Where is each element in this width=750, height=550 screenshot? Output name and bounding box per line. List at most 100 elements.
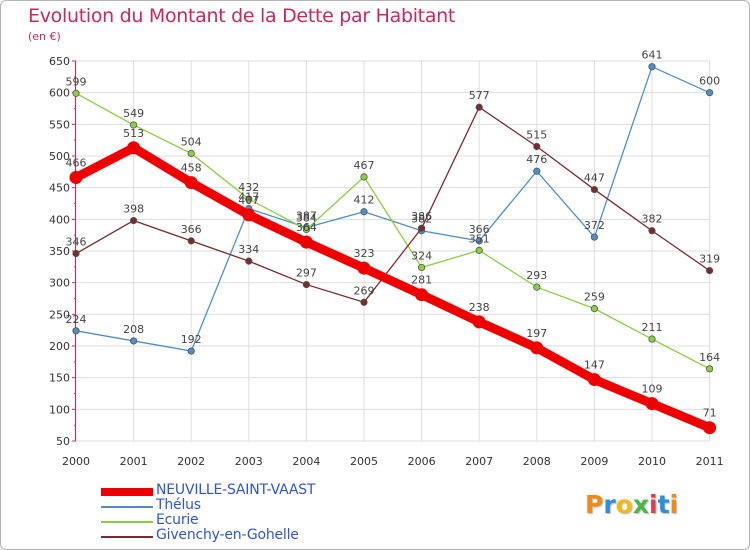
data-point-neuville-saint-vaast — [587, 373, 601, 387]
y-tick-label: 500 — [49, 150, 70, 163]
data-point-neuville-saint-vaast — [184, 176, 198, 190]
data-point-ecurie — [417, 263, 426, 272]
data-label-ecurie: 164 — [699, 351, 720, 364]
data-point-ecurie — [648, 335, 656, 343]
logo-letter: i — [669, 490, 679, 519]
legend-label: Thélus — [156, 497, 201, 513]
series-line-th-lus — [75, 65, 710, 352]
data-label-ecurie: 599 — [66, 75, 87, 88]
data-point-ecurie — [533, 283, 541, 291]
legend-label: Ecurie — [156, 512, 199, 528]
logo-letter: t — [657, 490, 670, 519]
data-point-ecurie — [360, 173, 368, 181]
data-point-neuville-saint-vaast — [127, 141, 141, 155]
data-label-givenchy-en-gohelle: 447 — [584, 172, 605, 185]
data-point-ecurie — [187, 149, 195, 158]
data-point-th-lus — [187, 347, 195, 355]
data-label-ecurie: 351 — [469, 232, 490, 245]
data-label-neuville-saint-vaast: 71 — [703, 407, 717, 420]
y-tick-label: 200 — [49, 340, 70, 353]
data-label-givenchy-en-gohelle: 269 — [354, 284, 375, 297]
x-tick-label: 2008 — [523, 455, 551, 468]
logo-letter: x — [632, 490, 649, 519]
data-label-th-lus: 641 — [642, 49, 663, 62]
logo-letter: r — [603, 490, 616, 519]
chart-unit: (en €) — [28, 30, 61, 43]
data-label-givenchy-en-gohelle: 386 — [411, 210, 432, 223]
data-label-th-lus: 387 — [296, 210, 317, 223]
data-label-givenchy-en-gohelle: 334 — [238, 243, 259, 256]
proxiti-logo: Proxiti — [585, 490, 678, 519]
data-label-givenchy-en-gohelle: 346 — [66, 236, 87, 249]
data-point-neuville-saint-vaast — [530, 341, 544, 355]
x-tick-label: 2002 — [177, 455, 205, 468]
data-point-givenchy-en-gohelle — [360, 298, 368, 306]
data-label-neuville-saint-vaast: 323 — [354, 247, 375, 260]
y-tick-label: 300 — [49, 277, 70, 290]
data-point-th-lus — [533, 167, 541, 175]
data-point-neuville-saint-vaast — [69, 171, 83, 185]
legend-label: NEUVILLE-SAINT-VAAST — [156, 482, 316, 498]
data-point-neuville-saint-vaast — [703, 421, 717, 435]
legend-swatch — [101, 535, 153, 538]
logo-letter: o — [615, 490, 633, 519]
data-label-neuville-saint-vaast: 281 — [411, 274, 432, 287]
data-point-givenchy-en-gohelle — [648, 227, 656, 235]
x-tick-label: 2004 — [292, 455, 320, 468]
data-point-givenchy-en-gohelle — [130, 217, 138, 225]
y-tick-label: 150 — [49, 372, 70, 385]
y-tick-label: 550 — [49, 118, 70, 131]
y-tick-label: 350 — [49, 245, 70, 258]
y-tick-label: 50 — [56, 435, 70, 448]
data-point-givenchy-en-gohelle — [302, 280, 310, 289]
data-label-ecurie: 504 — [181, 135, 202, 148]
data-label-givenchy-en-gohelle: 382 — [642, 213, 663, 226]
data-label-givenchy-en-gohelle: 577 — [469, 89, 490, 102]
data-point-th-lus — [590, 233, 599, 241]
data-label-neuville-saint-vaast: 513 — [123, 127, 144, 140]
data-label-givenchy-en-gohelle: 515 — [526, 129, 547, 142]
series-line-ecurie — [75, 92, 710, 370]
x-tick-label: 2005 — [350, 455, 378, 468]
data-point-ecurie — [475, 246, 483, 254]
data-point-ecurie — [590, 305, 599, 313]
data-label-ecurie: 211 — [642, 321, 663, 334]
data-label-givenchy-en-gohelle: 297 — [296, 267, 317, 280]
data-label-givenchy-en-gohelle: 319 — [699, 253, 720, 266]
chart-title: Evolution du Montant de la Dette par Hab… — [28, 5, 456, 27]
legend-swatch — [101, 520, 153, 523]
data-point-givenchy-en-gohelle — [533, 142, 541, 151]
data-point-th-lus — [475, 237, 483, 245]
x-tick-label: 2001 — [120, 455, 148, 468]
data-point-neuville-saint-vaast — [472, 315, 486, 329]
y-tick-label: 400 — [49, 213, 70, 226]
data-label-th-lus: 366 — [469, 223, 490, 236]
x-tick-label: 2006 — [408, 455, 436, 468]
logo-letter: P — [585, 490, 604, 519]
data-label-th-lus: 224 — [66, 313, 87, 326]
data-label-ecurie: 293 — [526, 269, 547, 282]
data-label-neuville-saint-vaast: 364 — [296, 221, 317, 234]
logo-letter: i — [649, 490, 658, 519]
x-tick-label: 2009 — [580, 455, 608, 468]
data-point-th-lus — [360, 208, 368, 216]
data-point-ecurie — [245, 195, 253, 203]
data-point-th-lus — [648, 63, 656, 71]
data-point-neuville-saint-vaast — [645, 397, 659, 411]
data-label-neuville-saint-vaast: 458 — [181, 162, 202, 175]
data-point-givenchy-en-gohelle — [417, 224, 426, 232]
data-point-ecurie — [302, 225, 310, 234]
data-point-givenchy-en-gohelle — [590, 185, 599, 194]
data-label-ecurie: 549 — [123, 107, 144, 120]
data-label-neuville-saint-vaast: 109 — [642, 383, 663, 396]
data-point-th-lus — [72, 327, 80, 335]
data-point-neuville-saint-vaast — [299, 235, 313, 249]
data-label-neuville-saint-vaast: 238 — [469, 301, 490, 314]
data-point-ecurie — [72, 89, 80, 97]
x-tick-label: 2007 — [465, 455, 493, 468]
data-point-givenchy-en-gohelle — [72, 249, 80, 258]
data-label-ecurie: 432 — [238, 181, 259, 194]
x-tick-label: 2010 — [638, 455, 666, 468]
